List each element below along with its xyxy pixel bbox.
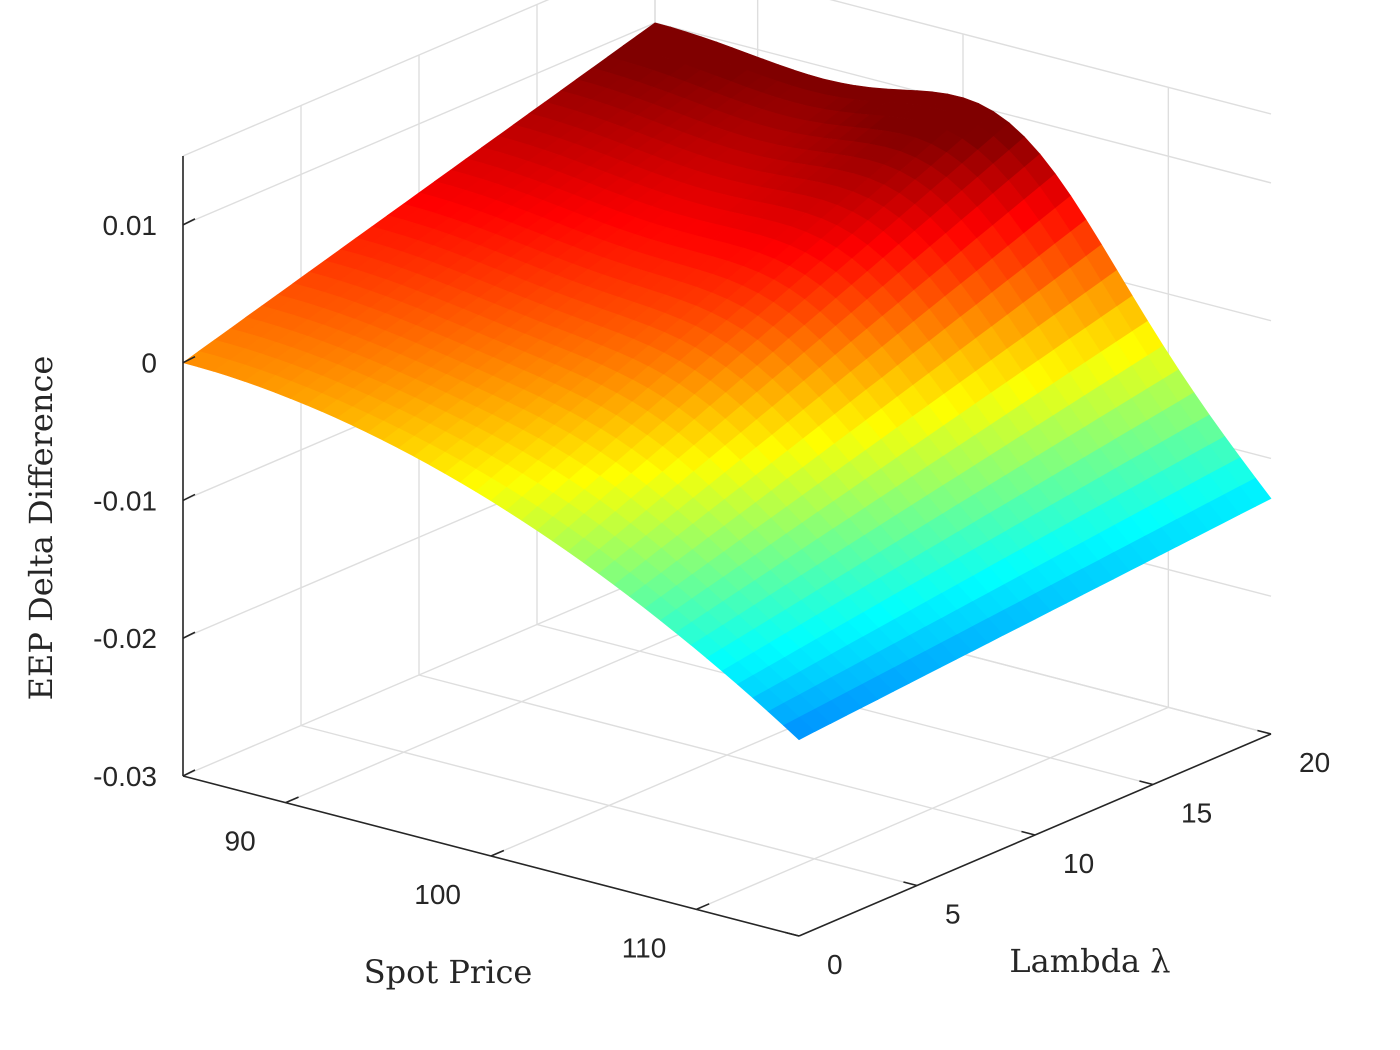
grid-line-y (300, 724, 918, 887)
y-tick (1257, 729, 1272, 735)
y-axis-label: Lambda λ (1009, 942, 1170, 980)
y-tick-label: 10 (1063, 848, 1094, 879)
x-tick-label: 110 (622, 932, 667, 963)
x-tick (285, 796, 299, 804)
z-tick (182, 769, 196, 777)
z-tick-label: 0 (141, 348, 157, 379)
z-axis-label: EEP Delta Difference (22, 356, 60, 701)
z-tick-label: -0.03 (93, 761, 157, 792)
z-tick (182, 631, 196, 639)
x-tick-label: 90 (225, 826, 256, 857)
y-tick-label: 5 (945, 899, 961, 930)
x-tick-label: 100 (414, 879, 461, 910)
x-axis-label: Spot Price (364, 953, 533, 991)
surface-plot (182, 22, 1272, 741)
axes (182, 156, 1272, 937)
y-tick-label: 20 (1299, 747, 1330, 778)
x-tick (490, 849, 505, 857)
z-tick (182, 493, 196, 502)
tick-labels: -0.03 -0.02 -0.01 0 0.01 90 100 110 0 5 10 15 20 (93, 210, 1330, 980)
y-tick (903, 881, 918, 887)
y-tick (1139, 780, 1154, 786)
z-tick-label: -0.01 (93, 485, 157, 516)
y-tick-label: 0 (827, 949, 843, 980)
x-tick (696, 903, 710, 911)
grid-line-y (418, 674, 1036, 836)
y-tick (785, 931, 800, 937)
z-tick (182, 355, 196, 364)
y-tick-label: 15 (1181, 798, 1212, 829)
z-tick (182, 218, 196, 226)
y-tick (1021, 830, 1036, 836)
z-tick-label: -0.02 (93, 623, 157, 654)
z-tick-label: 0.01 (103, 210, 158, 241)
surface-patch (783, 716, 816, 741)
